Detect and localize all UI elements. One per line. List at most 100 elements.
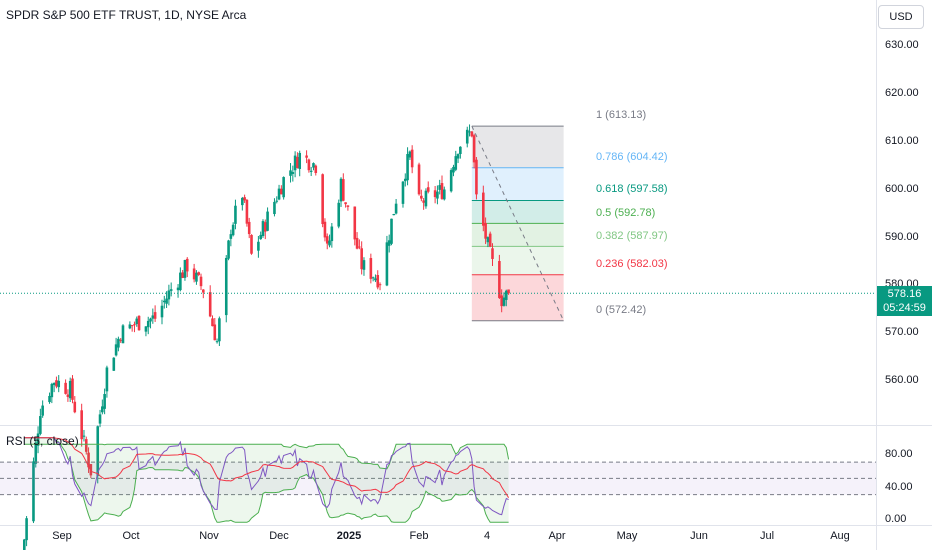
candle-body bbox=[121, 325, 125, 344]
candle-body bbox=[176, 287, 180, 291]
candle-body bbox=[84, 439, 88, 452]
candle-body bbox=[355, 237, 359, 249]
candle-body bbox=[394, 203, 398, 214]
candle-body bbox=[263, 222, 267, 232]
candle-body bbox=[403, 178, 407, 182]
candle-body bbox=[250, 234, 253, 254]
candle-body bbox=[185, 258, 189, 272]
candle-body bbox=[181, 272, 184, 278]
candle-body bbox=[135, 318, 139, 325]
candle-body bbox=[360, 248, 363, 270]
candle-body bbox=[179, 272, 182, 291]
candle-body bbox=[387, 240, 391, 246]
time-axis-label: Jun bbox=[690, 530, 708, 542]
candle-body bbox=[114, 344, 118, 356]
time-axis-label: Dec bbox=[269, 530, 289, 542]
candle-body bbox=[218, 318, 221, 342]
candle-body bbox=[149, 318, 152, 322]
time-axis-label: 4 bbox=[483, 530, 491, 542]
candle-body bbox=[213, 324, 217, 341]
rsi-bollinger-upper bbox=[24, 443, 510, 470]
candle-body bbox=[442, 189, 446, 200]
candle-body bbox=[68, 380, 72, 399]
candle-body bbox=[314, 165, 318, 173]
fib-level-label: 0.618 (597.58) bbox=[596, 183, 668, 195]
candle-body bbox=[440, 183, 444, 199]
candle-body bbox=[153, 312, 157, 319]
rsi-bollinger-lower bbox=[24, 437, 509, 523]
candle-body bbox=[369, 258, 373, 279]
candle-body bbox=[498, 261, 501, 298]
candle-body bbox=[470, 131, 474, 137]
fib-level-label: 1 (613.13) bbox=[596, 109, 647, 121]
candle-body bbox=[57, 380, 61, 388]
candle-body bbox=[502, 297, 506, 306]
price-tick: 570.00 bbox=[885, 326, 919, 338]
candle-body bbox=[452, 166, 455, 173]
candle-body bbox=[346, 205, 350, 207]
candle-body bbox=[98, 414, 102, 424]
candle-body bbox=[234, 205, 237, 224]
rsi-bollinger-fill bbox=[24, 437, 509, 523]
candle-body bbox=[433, 190, 437, 198]
candle-body bbox=[305, 155, 308, 158]
fib-trend-line bbox=[471, 125, 565, 321]
candle-body bbox=[500, 295, 503, 307]
candle-body bbox=[374, 278, 377, 281]
candle-body bbox=[224, 257, 228, 316]
symbol-title[interactable]: SPDR S&P 500 ETF TRUST, 1D, NYSE Arca bbox=[6, 8, 247, 22]
time-axis-label: Sep bbox=[52, 530, 72, 542]
time-axis-label: Oct bbox=[122, 530, 140, 542]
candle-body bbox=[41, 405, 44, 416]
candle-body bbox=[73, 401, 77, 413]
candle-body bbox=[202, 289, 205, 293]
candle-body bbox=[454, 156, 458, 170]
candle-body bbox=[80, 410, 83, 440]
candle-body bbox=[293, 155, 297, 171]
time-axis-label: 2025 bbox=[336, 530, 362, 542]
candle-body bbox=[330, 226, 334, 242]
candle-body bbox=[167, 290, 171, 300]
candle-body bbox=[459, 146, 462, 155]
candle-body bbox=[165, 298, 168, 304]
candle-body bbox=[486, 237, 490, 243]
candle-body bbox=[424, 190, 428, 207]
candle-body bbox=[119, 339, 122, 341]
candle-body bbox=[282, 177, 285, 198]
rsi-tick: 80.00 bbox=[885, 448, 913, 460]
rsi-indicator-label[interactable]: RSI (5, close) bbox=[6, 434, 79, 448]
candle-body bbox=[71, 378, 74, 400]
candle-body bbox=[298, 152, 302, 169]
fib-level-label: 0.236 (582.03) bbox=[596, 258, 668, 270]
candle-body bbox=[406, 154, 409, 181]
candle-body bbox=[137, 315, 141, 331]
candle-body bbox=[50, 383, 54, 398]
candle-body bbox=[101, 406, 104, 413]
candle-body bbox=[66, 394, 70, 397]
candle-body bbox=[420, 195, 423, 199]
candle-body bbox=[273, 201, 276, 215]
candle-body bbox=[130, 325, 134, 327]
candle-body bbox=[146, 320, 150, 328]
fib-level-label: 0 (572.42) bbox=[596, 304, 647, 316]
candle-body bbox=[197, 272, 201, 275]
fib-level-label: 0.382 (587.97) bbox=[596, 230, 668, 242]
currency-button[interactable]: USD bbox=[878, 5, 924, 29]
candle-body bbox=[362, 260, 366, 270]
candle-body bbox=[491, 248, 494, 259]
candle-body bbox=[323, 221, 327, 238]
candle-body bbox=[291, 172, 295, 174]
candle-body bbox=[358, 246, 361, 248]
candle-body bbox=[371, 277, 375, 279]
current-price-badge: 578.16 05:24:59 bbox=[877, 286, 932, 316]
candle-body bbox=[36, 433, 40, 446]
candle-body bbox=[22, 539, 26, 555]
candle-body bbox=[277, 188, 281, 200]
rsi-ma-line bbox=[24, 437, 510, 498]
candle-body bbox=[465, 129, 469, 144]
candle-body bbox=[385, 242, 389, 286]
candle-body bbox=[183, 260, 187, 278]
candle-body bbox=[112, 357, 116, 371]
